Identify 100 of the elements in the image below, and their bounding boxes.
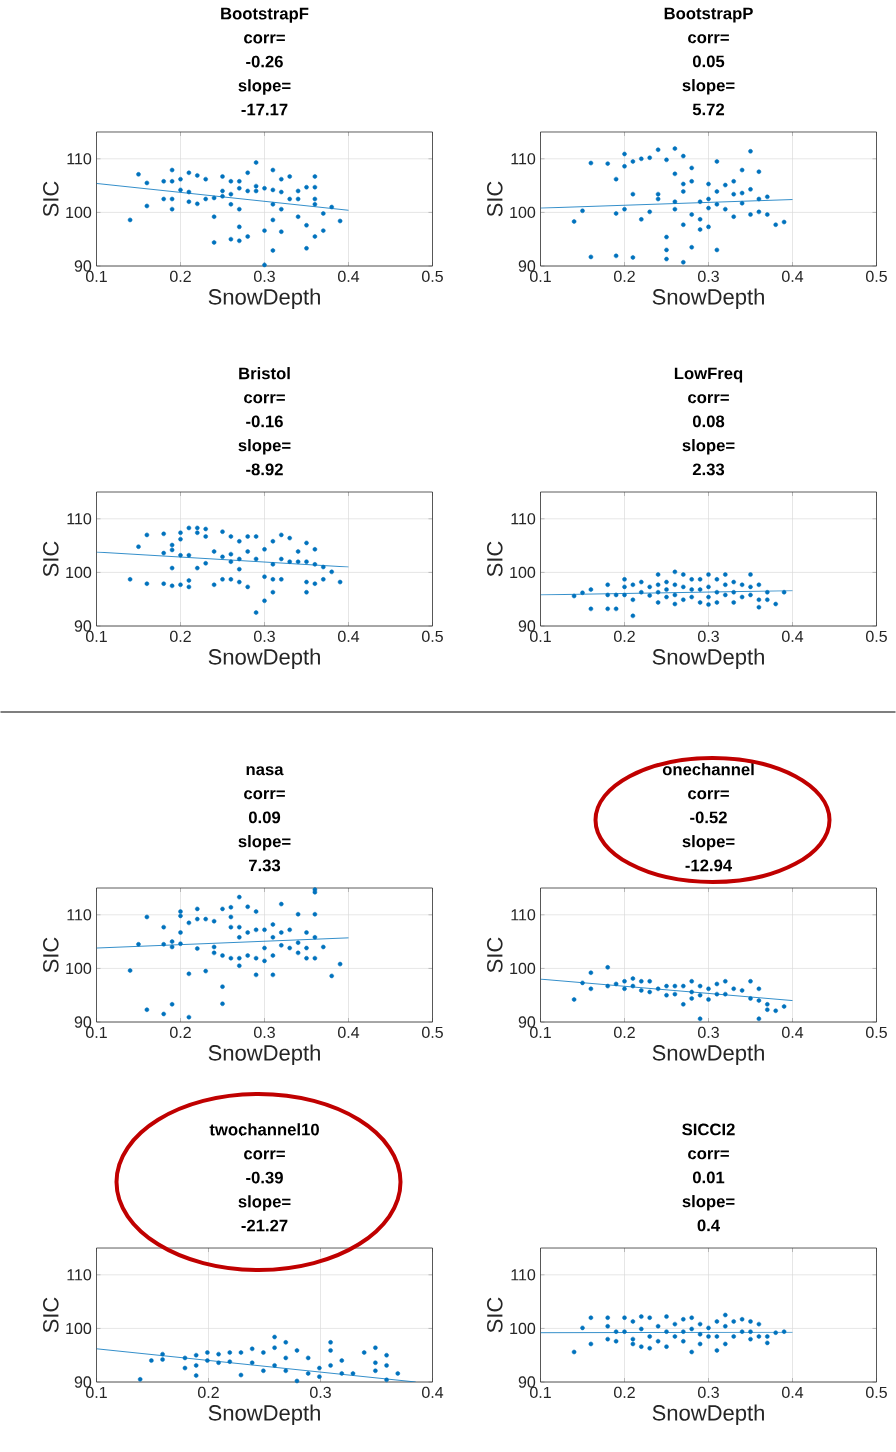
- point: [681, 983, 686, 989]
- point: [664, 1344, 669, 1349]
- text: -0.52: [690, 811, 727, 824]
- point: [689, 1315, 694, 1320]
- text: -0.26: [246, 55, 283, 68]
- text: slope=: [238, 79, 291, 95]
- point: [697, 1016, 703, 1022]
- x-tick-label: 0.3: [254, 630, 275, 643]
- point: [664, 1329, 669, 1334]
- x-tick-label: 0.2: [170, 630, 191, 643]
- point: [249, 1346, 255, 1352]
- point: [283, 1340, 289, 1345]
- point: [630, 1341, 636, 1347]
- point: [182, 1355, 188, 1361]
- point: [216, 1360, 221, 1365]
- text: corr=: [244, 394, 285, 404]
- point: [350, 1371, 356, 1376]
- point: [765, 1002, 770, 1007]
- point: [238, 1350, 244, 1355]
- point: [580, 1325, 585, 1331]
- y-tick-label: 110: [67, 153, 92, 165]
- point: [714, 981, 720, 987]
- point: [317, 1365, 322, 1371]
- point: [317, 1374, 322, 1379]
- x-tick-label: 0.5: [422, 630, 443, 643]
- point: [689, 996, 694, 1001]
- point: [672, 983, 678, 989]
- y-axis-title: SIC: [487, 541, 503, 577]
- point: [706, 986, 711, 992]
- x-tick-label: 0.3: [698, 1026, 719, 1039]
- x-tick-label: 0.4: [338, 630, 360, 643]
- y-tick-label: 100: [66, 1322, 92, 1335]
- point: [639, 1344, 644, 1349]
- point: [639, 1314, 644, 1319]
- point: [731, 986, 736, 992]
- point: [384, 1377, 389, 1383]
- point: [697, 1332, 703, 1337]
- point: [205, 1358, 210, 1363]
- x-tick-label: 0.3: [254, 270, 275, 283]
- point: [227, 1359, 233, 1364]
- x-axis-title: SnowDepth: [652, 1404, 764, 1426]
- text: 0.09: [248, 811, 281, 824]
- point: [681, 1329, 686, 1334]
- text: slope=: [238, 1195, 291, 1211]
- point: [723, 1341, 728, 1347]
- y-tick-label: 90: [518, 260, 536, 272]
- x-axis-title: SnowDepth: [652, 648, 764, 670]
- point: [605, 1336, 610, 1342]
- x-tick-label: 0.1: [530, 1386, 551, 1399]
- point: [639, 1326, 644, 1332]
- y-axis-title: SIC: [43, 937, 59, 973]
- x-axis-title: SnowDepth: [208, 648, 320, 670]
- x-tick-label: 0.1: [86, 1386, 107, 1399]
- point: [655, 1324, 661, 1329]
- point: [689, 1349, 694, 1355]
- point: [647, 1345, 652, 1351]
- x-axis-title: SnowDepth: [208, 1404, 320, 1426]
- y-tick-label: 100: [66, 206, 92, 219]
- text: slope=: [682, 439, 735, 455]
- point: [664, 1314, 669, 1319]
- x-axis-title: SnowDepth: [208, 288, 320, 310]
- point: [588, 986, 594, 992]
- point: [622, 1315, 627, 1320]
- x-tick-label: 0.5: [422, 270, 443, 283]
- point: [384, 1363, 389, 1368]
- y-tick-label: 110: [67, 909, 92, 921]
- point: [630, 1336, 636, 1342]
- x-tick-label: 0.1: [86, 1026, 107, 1039]
- point: [588, 1341, 594, 1347]
- x-tick-label: 0.2: [614, 1026, 635, 1039]
- point: [160, 1351, 165, 1357]
- text: corr=: [688, 394, 729, 404]
- point: [647, 1315, 652, 1320]
- text: 0.05: [692, 55, 725, 68]
- point: [622, 979, 627, 984]
- point: [748, 979, 753, 984]
- point: [305, 1371, 311, 1376]
- text: corr=: [688, 1150, 729, 1160]
- point: [748, 996, 753, 1001]
- x-tick-label: 0.2: [614, 1386, 635, 1399]
- point: [205, 1350, 210, 1355]
- point: [182, 1365, 188, 1371]
- y-axis-title: SIC: [43, 541, 59, 577]
- point: [773, 1330, 778, 1335]
- y-tick-label: 100: [510, 1322, 536, 1335]
- x-tick-label: 0.3: [310, 1386, 331, 1399]
- point: [294, 1378, 300, 1384]
- point: [664, 992, 669, 998]
- point: [723, 1312, 728, 1318]
- y-tick-label: 110: [511, 513, 536, 525]
- x-tick-label: 0.5: [866, 1026, 887, 1039]
- x-tick-label: 0.4: [422, 1386, 444, 1399]
- x-tick-label: 0.3: [698, 270, 719, 283]
- y-tick-label: 110: [511, 1269, 536, 1281]
- text: slope=: [238, 835, 291, 851]
- point: [765, 1007, 770, 1012]
- point: [339, 1358, 345, 1363]
- text: 7.33: [248, 859, 281, 872]
- chart-title: nasa: [246, 766, 284, 776]
- point: [622, 1329, 627, 1334]
